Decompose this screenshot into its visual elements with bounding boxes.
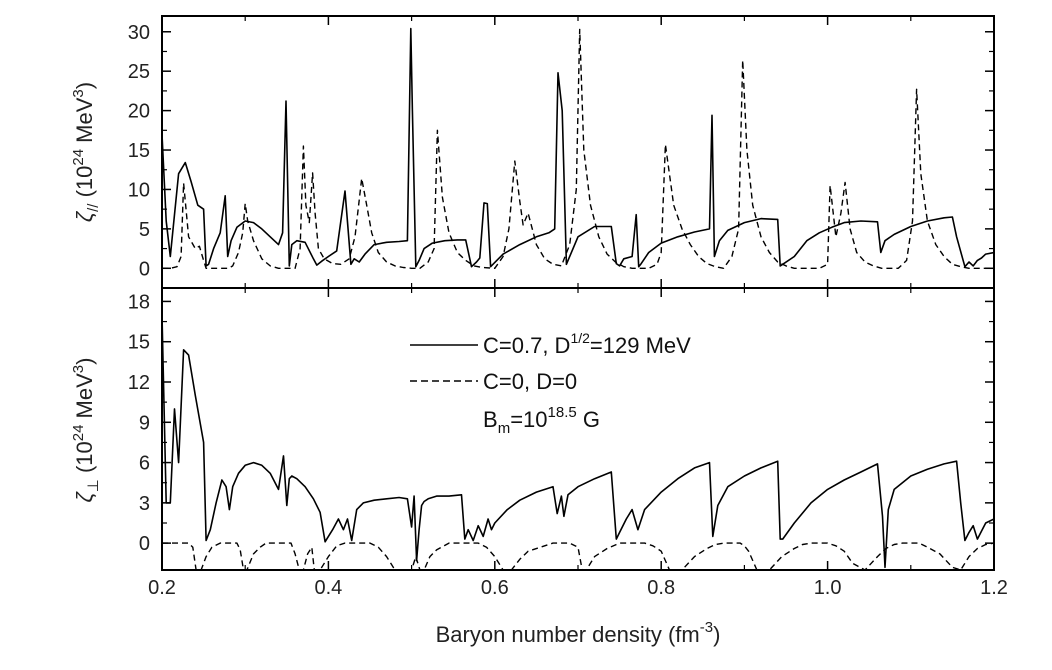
annotation-after: G — [577, 407, 600, 432]
top-panel: 0 5 10 15 20 25 30 ζ// (1024 MeV3) — [70, 15, 995, 289]
bottom-plot-frame — [161, 287, 995, 571]
legend-solid-text: C=0.7, D — [483, 333, 570, 358]
x-tick-label: 0.8 — [647, 577, 675, 599]
top-ylabel-unit: MeV — [72, 97, 97, 149]
x-tick-label: 1.0 — [814, 577, 842, 599]
top-y-tick-label: 25 — [128, 61, 150, 83]
bottom-y-tick-label: 3 — [139, 493, 150, 515]
top-series-dashed-line — [162, 28, 994, 269]
legend-dashed-label: C=0, D=0 — [483, 369, 577, 394]
top-y-tick-label: 5 — [139, 219, 150, 241]
top-y-tick-label: 10 — [128, 179, 150, 201]
legend: C=0.7, D1/2=129 MeV C=0, D=0 Bm=1018.5 G — [410, 330, 691, 437]
xlabel-close: ) — [713, 622, 720, 647]
top-y-tick-label: 30 — [128, 22, 150, 44]
bottom-y-tick-label: 12 — [128, 372, 150, 394]
top-ylabel-open: (10 — [72, 166, 97, 204]
top-ylabel-unitsup: 3 — [70, 89, 87, 97]
bottom-ylabel-unit: MeV — [72, 373, 97, 425]
top-ylabel-sub: // — [85, 203, 102, 212]
top-ylabel-sup: 24 — [70, 149, 87, 166]
bottom-y-tick-label: 9 — [139, 412, 150, 434]
bottom-y-tick-label: 18 — [128, 291, 150, 313]
legend-solid-label: C=0.7, D1/2=129 MeV — [483, 330, 691, 358]
x-tick-label: 0.2 — [148, 577, 176, 599]
bottom-series-solid-line — [162, 314, 994, 569]
bottom-ylabel-close: ) — [72, 358, 97, 365]
top-ylabel-main: ζ — [72, 210, 97, 222]
x-axis-label: Baryon number density (fm-3) — [436, 619, 721, 647]
annotation-sup: 18.5 — [548, 404, 577, 421]
bottom-y-tick-label: 0 — [139, 533, 150, 555]
top-ylabel-close: ) — [72, 82, 97, 89]
top-series-group — [162, 27, 994, 269]
bottom-ylabel-main: ζ — [72, 490, 97, 502]
x-tick-label: 0.4 — [314, 577, 342, 599]
bottom-y-tick-label: 6 — [139, 453, 150, 475]
bottom-ylabel-sub: ⊥ — [85, 479, 102, 492]
bottom-y-tick-label: 15 — [128, 332, 150, 354]
legend-solid-sup: 1/2 — [570, 330, 590, 346]
top-series-solid-line — [162, 27, 994, 268]
legend-solid-after: =129 MeV — [590, 333, 691, 358]
bottom-panel: 0 3 6 9 12 15 18 0.2 0.4 0.6 0.8 1.0 1.2 ζ⊥ (1024 Me… — [70, 287, 1008, 647]
top-y-tick-label: 15 — [128, 140, 150, 162]
bottom-ylabel-open: (10 — [72, 441, 97, 479]
x-tick-label: 1.2 — [980, 577, 1008, 599]
bottom-ylabel-sup: 24 — [70, 425, 87, 442]
bottom-ticks-group: 0 3 6 9 12 15 18 0.2 0.4 0.6 0.8 1.0 1.2 — [128, 288, 1008, 599]
bottom-ylabel-unitsup: 3 — [70, 365, 87, 373]
top-y-tick-label: 20 — [128, 101, 150, 123]
annotation-sub: m — [498, 420, 511, 437]
annotation-mid: =10 — [510, 407, 547, 432]
bottom-series-group — [162, 314, 994, 570]
x-tick-label: 0.6 — [481, 577, 509, 599]
xlabel-text: Baryon number density (fm — [436, 622, 700, 647]
top-y-axis-label: ζ// (1024 MeV3) — [70, 82, 102, 222]
bottom-y-axis-label: ζ⊥ (1024 MeV3) — [70, 358, 102, 503]
top-y-tick-label: 0 — [139, 258, 150, 280]
xlabel-sup: -3 — [700, 619, 713, 636]
legend-field-annotation: Bm=1018.5 G — [483, 404, 600, 437]
annotation-main: B — [483, 407, 498, 432]
